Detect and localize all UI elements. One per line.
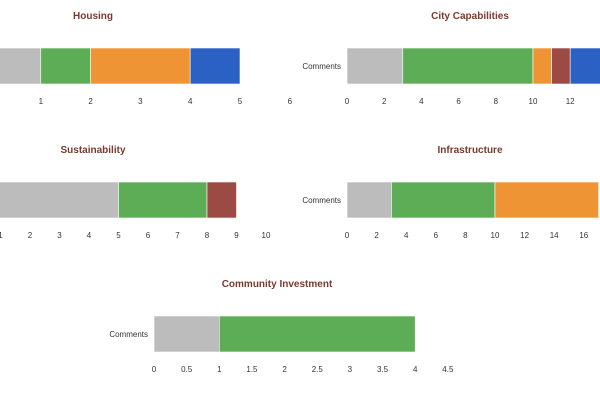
infrastructure-x-tick: 6 bbox=[434, 231, 439, 240]
infrastructure-bar-segment-3 bbox=[494, 181, 599, 219]
sustainability-bar-segment-2 bbox=[118, 181, 208, 219]
community-investment-x-tick: 1.5 bbox=[246, 365, 258, 374]
housing-bar-segment-5 bbox=[189, 47, 241, 85]
community-investment-x-tick: 2.5 bbox=[312, 365, 324, 374]
city-capabilities-bar-segment-5 bbox=[569, 47, 600, 85]
infrastructure-x-tick: 8 bbox=[463, 231, 468, 240]
sustainability-bar-segment-4 bbox=[206, 181, 237, 219]
sustainability-x-tick: 5 bbox=[116, 231, 121, 240]
city-capabilities-x-tick: 0 bbox=[345, 97, 350, 106]
sustainability-x-tick: 6 bbox=[146, 231, 151, 240]
community-investment-x-tick: 1 bbox=[217, 365, 222, 374]
city-capabilities-x-tick: 2 bbox=[382, 97, 387, 106]
infrastructure-x-tick: 2 bbox=[374, 231, 379, 240]
community-investment-x-tick: 3 bbox=[348, 365, 353, 374]
city-capabilities-bar-segment-4 bbox=[551, 47, 571, 85]
city-capabilities-bar-segment-1 bbox=[346, 47, 404, 85]
infrastructure-chart: Infrastructure Comments 0 2 4 6 8 10 12 14 16 bbox=[302, 145, 599, 240]
city-capabilities-x-tick: 10 bbox=[529, 97, 538, 106]
housing-x-tick: 5 bbox=[238, 97, 243, 106]
city-capabilities-bar-segment-3 bbox=[532, 47, 552, 85]
community-investment-category-label: Comments bbox=[109, 330, 148, 339]
community-investment-chart: Community Investment Comments 0 0.5 1 1.5 2 2.5… bbox=[109, 279, 454, 374]
housing-x-tick: 6 bbox=[288, 97, 293, 106]
infrastructure-x-tick: 0 bbox=[345, 231, 350, 240]
housing-x-tick: 2 bbox=[88, 97, 93, 106]
city-capabilities-category-label: Comments bbox=[302, 62, 341, 71]
city-capabilities-x-tick: 4 bbox=[419, 97, 424, 106]
housing-bar-segment-1 bbox=[0, 47, 42, 85]
housing-bar-segment-3 bbox=[90, 47, 191, 85]
sustainability-chart: Sustainability 1 2 3 4 5 6 7 8 9 10 bbox=[0, 145, 271, 240]
infrastructure-x-tick: 12 bbox=[520, 231, 529, 240]
housing-x-tick: 4 bbox=[188, 97, 193, 106]
infrastructure-category-label: Comments bbox=[302, 196, 341, 205]
city-capabilities-title: City Capabilities bbox=[431, 11, 509, 22]
sustainability-x-tick: 8 bbox=[205, 231, 210, 240]
housing-x-tick: 1 bbox=[39, 97, 44, 106]
community-investment-x-tick: 0 bbox=[152, 365, 157, 374]
infrastructure-bar-segment-2 bbox=[391, 181, 496, 219]
sustainability-title: Sustainability bbox=[60, 145, 125, 156]
infrastructure-bar-segment-1 bbox=[346, 181, 392, 219]
city-capabilities-bar-segment-2 bbox=[402, 47, 534, 85]
housing-bar-segment-2 bbox=[40, 47, 91, 85]
sustainability-x-tick: 1 bbox=[0, 231, 3, 240]
infrastructure-x-tick: 16 bbox=[579, 231, 588, 240]
sustainability-x-tick: 3 bbox=[57, 231, 62, 240]
city-capabilities-chart: City Capabilities Comments 0 2 4 6 8 10 12 bbox=[302, 11, 600, 106]
community-investment-x-tick: 4.5 bbox=[442, 365, 454, 374]
city-capabilities-x-tick: 12 bbox=[566, 97, 575, 106]
sustainability-x-tick: 10 bbox=[262, 231, 271, 240]
community-investment-x-tick: 2 bbox=[282, 365, 287, 374]
community-investment-bar-segment-2 bbox=[219, 315, 416, 353]
city-capabilities-x-tick: 8 bbox=[494, 97, 499, 106]
community-investment-x-tick: 3.5 bbox=[377, 365, 389, 374]
infrastructure-x-tick: 10 bbox=[491, 231, 500, 240]
city-capabilities-x-tick: 6 bbox=[456, 97, 461, 106]
community-investment-x-tick: 4 bbox=[413, 365, 418, 374]
sustainability-bar-segment-1 bbox=[0, 181, 119, 219]
housing-title: Housing bbox=[73, 11, 113, 22]
infrastructure-x-tick: 4 bbox=[404, 231, 409, 240]
community-investment-title: Community Investment bbox=[222, 279, 333, 290]
community-investment-x-tick: 0.5 bbox=[181, 365, 193, 374]
infrastructure-title: Infrastructure bbox=[437, 145, 502, 156]
sustainability-x-tick: 9 bbox=[234, 231, 239, 240]
infrastructure-x-tick: 14 bbox=[550, 231, 559, 240]
sustainability-x-tick: 4 bbox=[87, 231, 92, 240]
community-investment-bar-segment-1 bbox=[153, 315, 220, 353]
sustainability-x-tick: 7 bbox=[175, 231, 180, 240]
sustainability-x-tick: 2 bbox=[28, 231, 33, 240]
housing-x-tick: 3 bbox=[138, 97, 143, 106]
housing-chart: Housing 1 2 3 4 5 6 bbox=[0, 11, 293, 106]
